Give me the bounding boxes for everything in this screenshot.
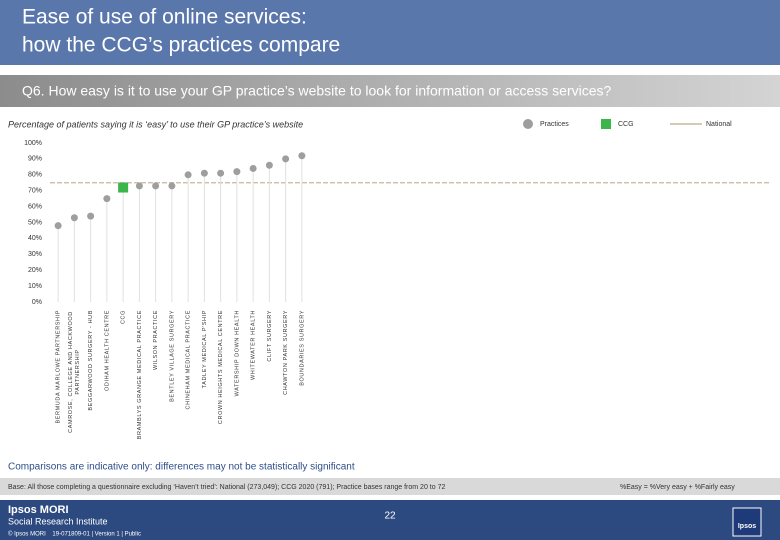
y-tick-label: 50% bbox=[28, 219, 42, 226]
x-tick-label: BRAMBLYS GRANGE MEDICAL PRACTICE bbox=[137, 310, 143, 439]
header-band bbox=[0, 0, 780, 65]
legend-label: Practices bbox=[540, 121, 569, 128]
x-tick-label: CAMROSE, COLLEGE AND HACKWOODPARTNERSHIP bbox=[68, 311, 81, 433]
y-tick-label: 0% bbox=[32, 299, 42, 306]
y-tick-label: 10% bbox=[28, 283, 42, 290]
point bbox=[135, 182, 143, 190]
title: how the CCG’s practices compare bbox=[22, 34, 340, 57]
point bbox=[249, 164, 257, 172]
point bbox=[168, 182, 176, 190]
x-tick-label: BOUNDARIES SURGERY bbox=[299, 310, 305, 386]
logo-box bbox=[732, 507, 762, 537]
point bbox=[217, 169, 225, 177]
point bbox=[282, 155, 290, 163]
y-tick-label: 60% bbox=[28, 203, 42, 210]
point bbox=[54, 222, 62, 230]
point bbox=[70, 214, 78, 222]
y-tick-label: 20% bbox=[28, 267, 42, 274]
x-tick-label: CLIFT SURGERY bbox=[267, 310, 273, 362]
title: Ease of use of online services: bbox=[22, 6, 307, 29]
y-tick-label: 80% bbox=[28, 172, 42, 179]
y-tick-label: 100% bbox=[24, 140, 42, 147]
brand: Ipsos MORI bbox=[8, 504, 69, 516]
point bbox=[103, 195, 111, 203]
point bbox=[118, 182, 129, 193]
x-tick-label: CHINEHAM MEDICAL PRACTICE bbox=[186, 310, 192, 409]
institute: Social Research Institute bbox=[8, 516, 108, 526]
comparison-note: Comparisons are indicative only: differe… bbox=[8, 462, 355, 473]
point bbox=[298, 152, 306, 160]
point bbox=[87, 212, 95, 220]
point bbox=[152, 182, 160, 190]
point bbox=[265, 161, 273, 169]
subtitle: Percentage of patients saying it is ‘eas… bbox=[8, 119, 303, 129]
copyright: © Ipsos MORI 19-071809-01 | Version 1 | … bbox=[8, 531, 141, 538]
x-tick-label: BEGGARWOOD SURGERY - HUB bbox=[88, 310, 94, 411]
x-tick-label: BERMUDA MARLOWE PARTNERSHIP bbox=[56, 310, 62, 423]
x-tick-label: TADLEY MEDICAL P'SHIP bbox=[202, 310, 208, 388]
point bbox=[200, 169, 208, 177]
x-tick-label: CCG bbox=[121, 310, 127, 324]
x-tick-label: BENTLEY VILLAGE SURGERY bbox=[169, 310, 175, 402]
x-tick-label: CROWN HEIGHTS MEDICAL CENTRE bbox=[218, 310, 224, 424]
legend-marker bbox=[523, 119, 533, 129]
page-number: 22 bbox=[384, 511, 396, 522]
base-note: Base: All those completing a questionnai… bbox=[8, 484, 445, 491]
legend-marker bbox=[601, 119, 611, 129]
x-tick-label: WHITEWATER HEALTH bbox=[251, 310, 257, 380]
legend-label: National bbox=[706, 121, 732, 128]
y-tick-label: 70% bbox=[28, 188, 42, 195]
question-band bbox=[0, 75, 780, 107]
y-tick-label: 30% bbox=[28, 251, 42, 258]
point bbox=[233, 168, 241, 176]
point bbox=[184, 171, 192, 179]
x-tick-label: WATERSHIP DOWN HEALTH bbox=[234, 310, 240, 396]
legend-label: CCG bbox=[618, 121, 634, 128]
y-tick-label: 40% bbox=[28, 235, 42, 242]
y-tick-label: 90% bbox=[28, 156, 42, 163]
x-tick-label: WILSON PRACTICE bbox=[153, 310, 159, 370]
x-tick-label: CHAWTON PARK SURGERY bbox=[283, 310, 289, 395]
base-band bbox=[0, 478, 780, 495]
question: Q6. How easy is it to use your GP practi… bbox=[22, 83, 611, 99]
definition-note: %Easy = %Very easy + %Fairly easy bbox=[620, 484, 735, 491]
footer-band bbox=[0, 500, 780, 540]
logo: Ipsos bbox=[738, 523, 756, 530]
x-tick-label: ODIHAM HEALTH CENTRE bbox=[104, 310, 110, 391]
